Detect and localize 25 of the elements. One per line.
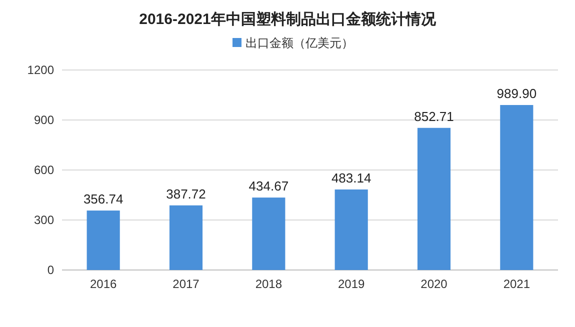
x-tick-label: 2016: [90, 277, 118, 291]
data-label: 483.14: [331, 170, 372, 186]
bar: [500, 105, 534, 270]
y-tick-label: 300: [34, 213, 54, 227]
bar: [252, 198, 286, 270]
y-tick-label: 900: [34, 113, 54, 127]
data-label: 989.90: [496, 86, 537, 102]
x-tick-label: 2020: [420, 277, 448, 291]
x-tick-label: 2018: [255, 277, 282, 291]
x-tick-label: 2021: [503, 277, 530, 291]
y-tick-label: 600: [34, 163, 54, 177]
y-tick-label: 1200: [27, 63, 54, 77]
data-label: 434.67: [248, 178, 289, 194]
y-tick-label: 0: [47, 263, 54, 277]
legend-label: 出口金额（亿美元）: [246, 36, 354, 50]
data-label: 356.74: [83, 192, 124, 207]
bar: [334, 189, 368, 270]
chart-title: 2016-2021年中国塑料制品出口金额统计情况: [139, 10, 437, 28]
data-label: 852.71: [414, 108, 454, 124]
bar: [417, 128, 451, 270]
bar: [86, 210, 120, 270]
x-tick-label: 2017: [172, 277, 200, 291]
x-tick-label: 2019: [338, 277, 366, 291]
bar: [169, 205, 203, 270]
data-label: 387.72: [166, 186, 206, 202]
